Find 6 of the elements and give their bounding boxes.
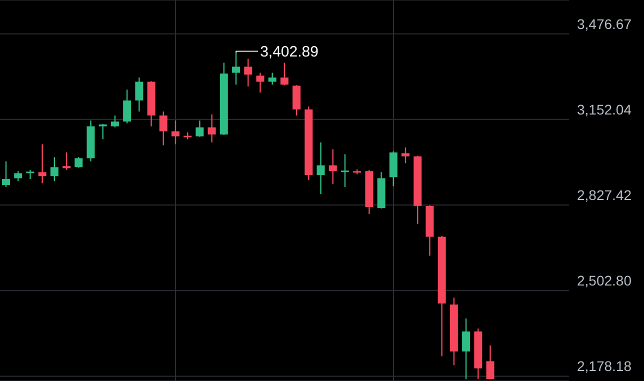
y-tick-label: 3,152.04 <box>577 101 632 118</box>
y-tick-label: 2,178.18 <box>577 358 632 374</box>
y-tick-label: 2,502.80 <box>577 272 632 289</box>
y-tick-label: 3,476.67 <box>577 16 632 32</box>
annotation: 3,402.89 <box>260 43 318 60</box>
y-tick-label: 2,827.42 <box>577 186 632 203</box>
